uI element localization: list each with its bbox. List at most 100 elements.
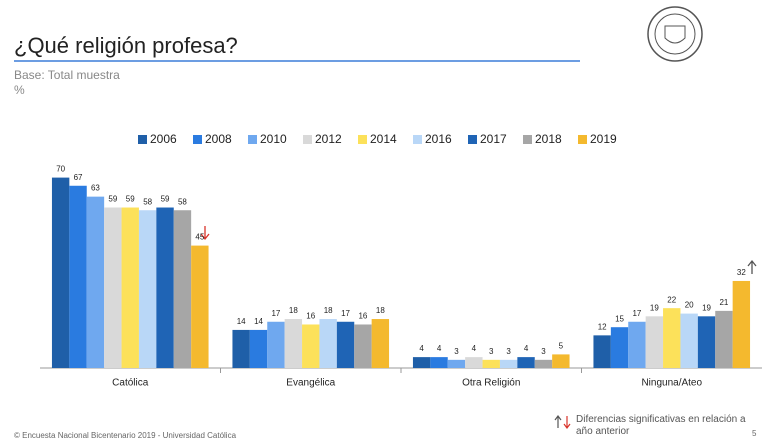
data-label: 16	[358, 312, 367, 321]
bar	[138, 210, 157, 368]
data-label: 4	[419, 344, 424, 353]
data-label: 21	[719, 298, 728, 307]
bar	[430, 357, 448, 368]
note-box: Diferencias significativas en relación a…	[576, 414, 746, 437]
bar	[69, 185, 87, 368]
legend-label: 2018	[535, 132, 562, 146]
up-arrow	[747, 259, 757, 274]
data-label: 17	[341, 309, 350, 318]
note: Diferencias significativas en relación a…	[576, 414, 746, 437]
bar	[680, 313, 698, 368]
logo	[647, 6, 703, 62]
bar	[482, 359, 500, 368]
data-label: 17	[271, 309, 280, 318]
legend-swatch	[523, 135, 532, 144]
legend-swatch	[303, 135, 312, 144]
data-label: 59	[161, 195, 170, 204]
bar	[302, 324, 320, 368]
bar	[412, 357, 431, 368]
data-label: 63	[91, 184, 100, 193]
data-label: 22	[667, 295, 676, 304]
legend-swatch	[138, 135, 147, 144]
data-label: 18	[289, 306, 298, 315]
bar	[732, 280, 751, 368]
footer: © Encuesta Nacional Bicentenario 2019 - …	[14, 431, 237, 440]
page-number: 5	[752, 429, 757, 438]
data-label: 15	[615, 314, 624, 323]
data-label: 17	[632, 309, 641, 318]
bar	[232, 329, 250, 368]
data-label: 20	[685, 301, 694, 310]
bar	[319, 319, 337, 368]
bar	[156, 207, 174, 368]
data-label: 3	[454, 347, 459, 356]
data-label: 19	[702, 303, 711, 312]
bar	[336, 321, 355, 368]
data-label: 18	[376, 306, 385, 315]
bar	[104, 207, 122, 368]
bar	[715, 310, 733, 368]
bar	[593, 335, 611, 368]
bar	[249, 329, 268, 368]
legend-label: 2006	[150, 132, 177, 146]
bar	[697, 316, 716, 368]
legend-swatch	[358, 135, 367, 144]
bar	[465, 357, 483, 368]
bar	[121, 207, 139, 368]
legend-swatch	[468, 135, 477, 144]
unit-label: %	[14, 83, 25, 97]
data-label: 59	[126, 195, 135, 204]
legend-label: 2012	[315, 132, 342, 146]
bar	[610, 327, 629, 368]
subtitle: Base: Total muestra	[14, 68, 120, 82]
bar	[86, 196, 105, 368]
data-label: 14	[237, 317, 246, 326]
data-label: 18	[324, 306, 333, 315]
legend-swatch	[248, 135, 257, 144]
data-label: 45	[195, 233, 204, 242]
note-down-arrow	[563, 416, 571, 429]
bar	[663, 308, 681, 368]
title: ¿Qué religión profesa?	[14, 33, 238, 58]
bar	[267, 321, 285, 368]
bar	[534, 359, 553, 368]
bar	[552, 354, 570, 368]
bar	[645, 316, 664, 368]
bar	[284, 319, 303, 368]
data-label: 14	[254, 317, 263, 326]
bar	[628, 321, 646, 368]
legend-label: 2017	[480, 132, 507, 146]
data-label: 3	[489, 347, 494, 356]
data-label: 3	[541, 347, 546, 356]
data-label: 16	[306, 312, 315, 321]
bar	[51, 177, 70, 368]
legend-label: 2008	[205, 132, 232, 146]
data-label: 58	[178, 197, 187, 206]
bar	[517, 357, 535, 368]
legend-swatch	[193, 135, 202, 144]
data-label: 5	[559, 342, 564, 351]
data-label: 4	[524, 344, 529, 353]
legend-label: 2010	[260, 132, 287, 146]
data-label: 59	[108, 195, 117, 204]
data-label: 4	[437, 344, 442, 353]
data-label: 4	[472, 344, 477, 353]
data-label: 58	[143, 197, 152, 206]
bar	[499, 359, 518, 368]
x-tick-label: Católica	[112, 378, 149, 389]
legend-swatch	[578, 135, 587, 144]
data-label: 3	[506, 347, 511, 356]
bar	[447, 359, 466, 368]
x-tick-label: Evangélica	[286, 378, 335, 389]
x-tick-label: Otra Religión	[462, 378, 520, 389]
data-label: 12	[598, 322, 607, 331]
bar	[371, 319, 390, 368]
data-label: 19	[650, 303, 659, 312]
bar	[173, 210, 192, 368]
legend-label: 2014	[370, 132, 397, 146]
bar	[191, 245, 209, 368]
legend-swatch	[413, 135, 422, 144]
data-label: 70	[56, 165, 65, 174]
legend-label: 2019	[590, 132, 617, 146]
